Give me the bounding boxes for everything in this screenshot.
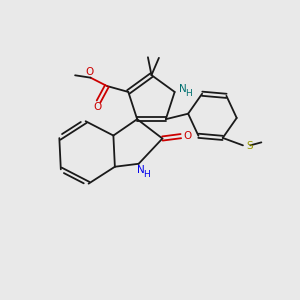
Text: H: H (144, 170, 150, 179)
Text: H: H (185, 89, 192, 98)
Text: S: S (247, 141, 253, 151)
Text: O: O (93, 102, 101, 112)
Text: O: O (85, 67, 93, 77)
Text: N: N (179, 84, 187, 94)
Text: O: O (183, 130, 191, 140)
Text: N: N (137, 165, 145, 175)
